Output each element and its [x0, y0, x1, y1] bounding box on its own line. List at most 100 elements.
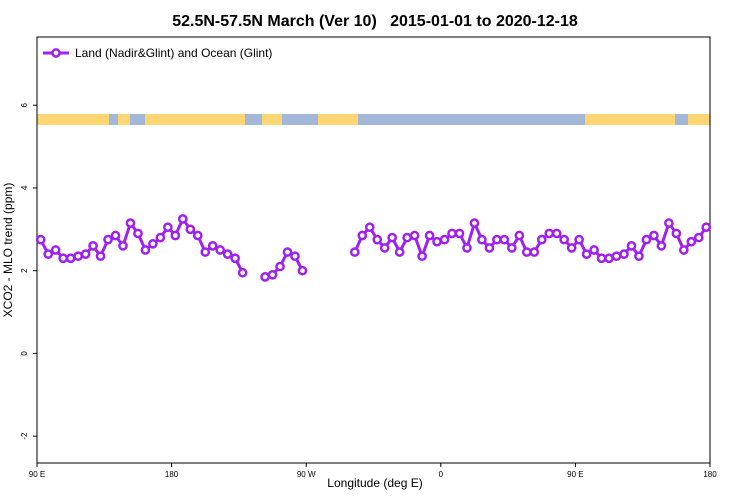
data-point — [95, 251, 106, 262]
data-point — [566, 243, 577, 253]
x-tick-label: 180 — [703, 470, 717, 479]
data-point — [402, 232, 412, 243]
data-point — [514, 230, 525, 241]
y-axis-label: XCO2 - MLO trend (ppm) — [1, 183, 15, 318]
data-point — [133, 228, 143, 239]
data-point — [230, 253, 241, 264]
land-strip — [37, 114, 109, 125]
x-tick-label: 180 — [165, 470, 179, 479]
data-point — [649, 230, 659, 241]
data-point — [671, 228, 682, 239]
data-point — [424, 230, 435, 241]
data-point — [492, 234, 502, 245]
data-point — [693, 232, 704, 243]
data-point — [80, 249, 91, 259]
data-point — [140, 245, 151, 255]
data-point — [686, 236, 697, 247]
data-point — [664, 218, 674, 228]
data-point — [35, 234, 46, 245]
data-point — [477, 234, 487, 245]
ocean-strip — [37, 114, 710, 125]
data-point — [275, 261, 285, 272]
data-point — [394, 247, 405, 257]
land-strip — [118, 114, 130, 125]
data-point — [170, 230, 181, 241]
data-point — [185, 224, 196, 235]
data-point — [364, 222, 375, 233]
data-point — [387, 232, 398, 243]
land-strip — [145, 114, 245, 125]
data-point — [432, 236, 442, 247]
data-point — [678, 245, 689, 255]
land-strip — [688, 114, 710, 125]
data-point — [447, 228, 457, 239]
data-point — [544, 228, 555, 239]
y-tick-label: 0 — [20, 351, 29, 356]
legend-marker — [51, 48, 61, 58]
y-tick-label: -2 — [20, 432, 29, 440]
data-point — [574, 234, 584, 245]
legend-label: Land (Nadir&Glint) and Ocean (Glint) — [75, 46, 272, 60]
data-point — [521, 247, 532, 257]
plot-frame — [36, 36, 711, 464]
data-point — [163, 222, 173, 233]
data-point — [559, 234, 570, 245]
data-point — [50, 245, 61, 255]
data-point — [589, 245, 599, 255]
data-point — [215, 245, 226, 255]
data-point — [43, 249, 54, 259]
data-point — [484, 243, 495, 253]
data-point — [379, 243, 390, 253]
x-tick-label: 90 E — [567, 470, 583, 479]
data-point — [177, 214, 188, 224]
data-point — [626, 241, 637, 251]
data-point — [611, 251, 622, 262]
data-point — [536, 234, 547, 245]
y-tick-label: 4 — [20, 185, 29, 190]
land-strip — [318, 114, 358, 125]
data-point — [619, 249, 629, 259]
data-point — [701, 222, 712, 233]
data-point — [357, 230, 368, 241]
data-point — [237, 267, 248, 278]
data-point — [192, 230, 203, 241]
data-point — [148, 238, 158, 249]
data-point — [372, 234, 383, 245]
data-point — [110, 230, 121, 241]
data-point — [58, 253, 69, 264]
data-point — [417, 251, 427, 262]
land-strip — [585, 114, 675, 125]
data-point — [118, 241, 128, 251]
data-point — [604, 253, 614, 264]
data-point — [506, 243, 517, 253]
data-point — [349, 247, 360, 257]
data-point — [207, 241, 218, 251]
land-ocean-band — [37, 114, 710, 125]
chart-title: 52.5N-57.5N March (Ver 10) 2015-01-01 to… — [172, 13, 578, 30]
data-point — [454, 228, 465, 239]
data-point — [88, 241, 98, 251]
data-point — [469, 218, 480, 228]
data-point — [73, 251, 83, 262]
data-point — [462, 243, 472, 253]
data-point — [297, 265, 308, 276]
data-point — [103, 234, 113, 245]
data-point — [282, 247, 293, 257]
x-tick-label: 90 E — [29, 470, 45, 479]
data-point — [581, 249, 592, 259]
data-point — [125, 218, 136, 228]
data-point — [634, 251, 644, 262]
data-point — [65, 253, 76, 264]
data-point — [641, 234, 652, 245]
data-point — [155, 232, 166, 243]
data-point — [260, 272, 270, 282]
y-tick-label: 2 — [20, 268, 29, 273]
y-tick-label: 6 — [20, 102, 29, 107]
data-point — [222, 249, 233, 259]
data-point — [409, 230, 420, 241]
data-point — [596, 253, 607, 264]
data-point — [267, 269, 278, 280]
x-tick-label: 0 — [439, 470, 444, 479]
data-point — [290, 251, 300, 262]
